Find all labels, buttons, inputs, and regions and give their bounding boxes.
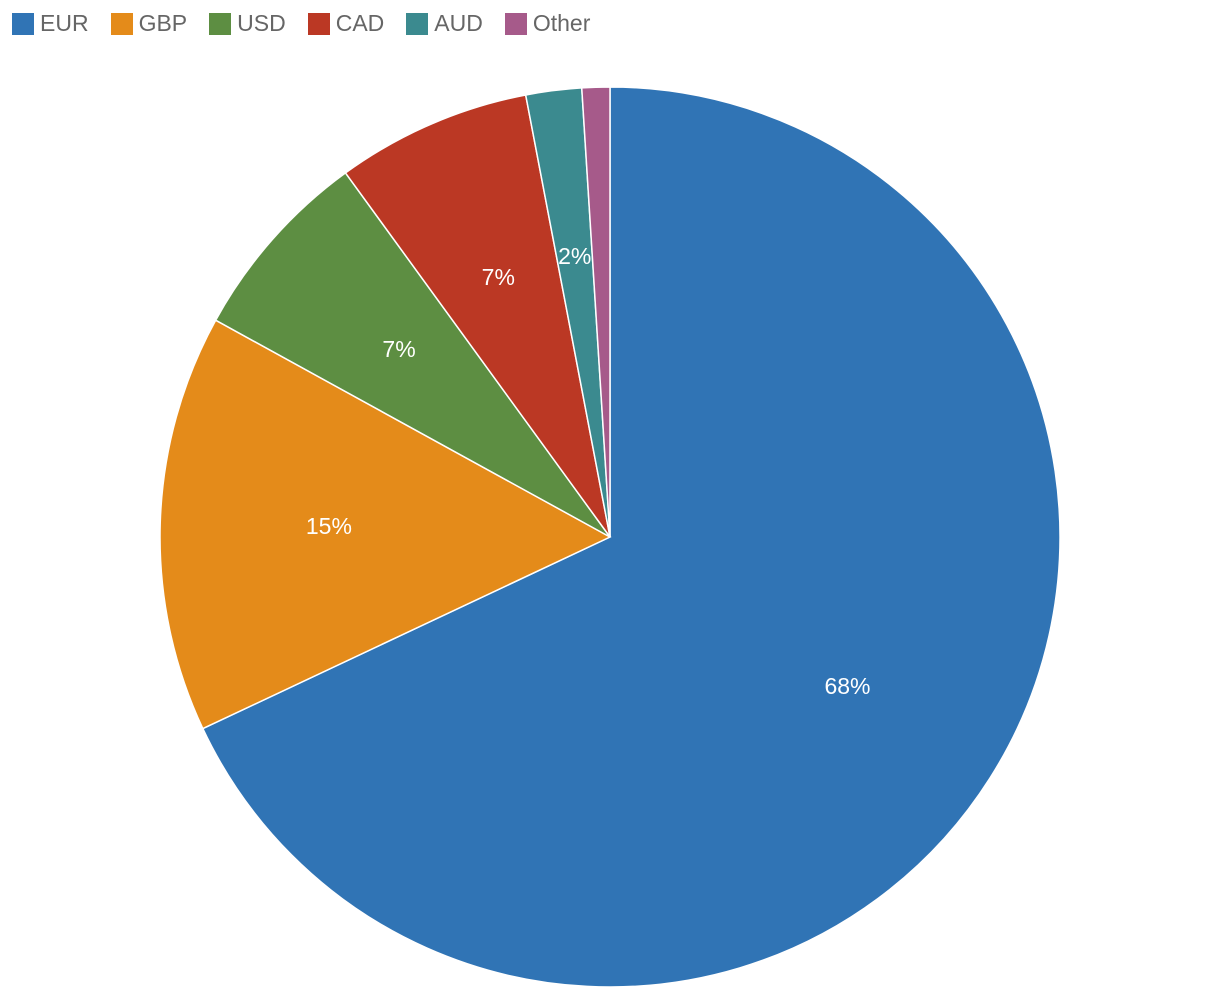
legend-label: CAD <box>335 10 385 36</box>
legend-item: USD <box>209 10 286 37</box>
data-label: 15% <box>306 513 352 539</box>
legend-item: EUR <box>12 10 89 37</box>
legend-label: GBP <box>138 10 188 36</box>
legend-label: USD <box>237 10 286 36</box>
legend-item: CAD <box>307 10 385 37</box>
legend-swatch <box>209 12 232 35</box>
legend-item: AUD <box>406 10 483 37</box>
pie-slice <box>214 171 611 538</box>
legend-swatch <box>307 12 330 35</box>
legend: EUR GBP USD CAD AUD Other <box>12 10 590 37</box>
legend-label: EUR <box>40 10 89 36</box>
legend-swatch <box>12 12 34 35</box>
pie-slice <box>201 86 1061 988</box>
data-label: 2% <box>558 243 591 269</box>
legend-swatch <box>504 12 527 35</box>
data-label: 7% <box>482 264 515 290</box>
legend-item: Other <box>504 10 591 37</box>
pie-slice <box>159 319 612 730</box>
legend-label: Other <box>532 10 591 36</box>
data-label: 7% <box>382 336 415 362</box>
legend-swatch <box>406 12 429 35</box>
legend-swatch <box>110 12 133 35</box>
pie-slice <box>344 94 611 538</box>
pie-slice <box>580 86 611 538</box>
data-label: 68% <box>824 673 870 699</box>
legend-item: GBP <box>110 10 188 37</box>
legend-label: AUD <box>434 10 483 36</box>
